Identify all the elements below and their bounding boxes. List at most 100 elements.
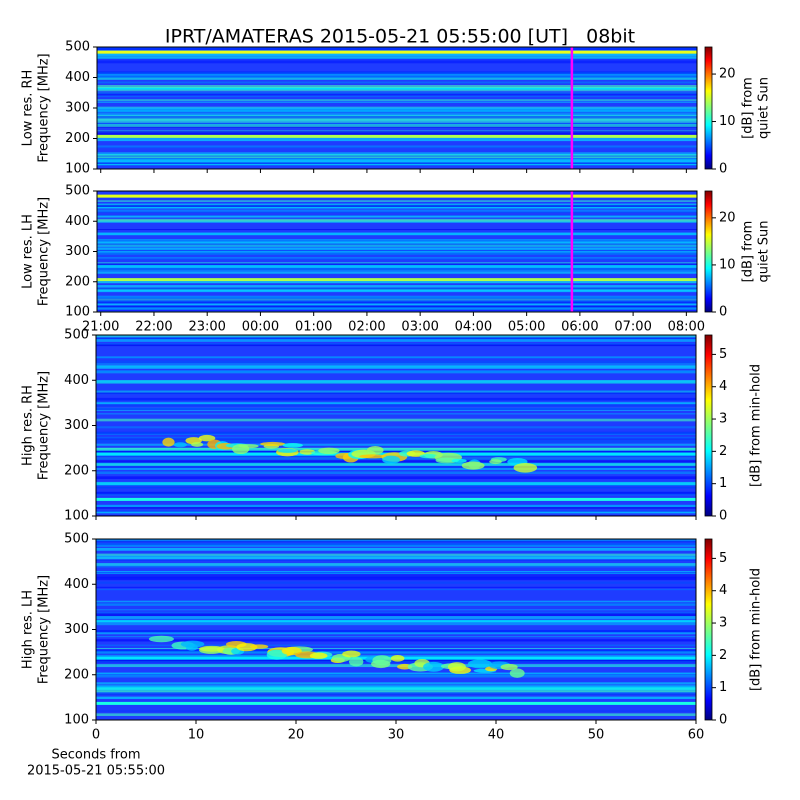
y-tick-label: 400: [64, 577, 89, 592]
spectrogram-blob: [191, 442, 204, 447]
spectrogram-band: [96, 647, 696, 650]
colorbar: [704, 538, 713, 721]
spectrogram-band: [96, 611, 696, 615]
spectrogram-band: [96, 602, 696, 605]
spectrogram-band: [97, 221, 697, 223]
spectrogram-band: [96, 556, 696, 560]
spectrogram-band: [97, 81, 697, 84]
spectrogram-band: [96, 497, 696, 501]
spectrogram-band: [96, 511, 696, 514]
spectrogram-band: [96, 370, 696, 373]
spectrogram-blob: [489, 459, 502, 465]
spectrogram-band: [97, 117, 697, 121]
x-tick-label: 23:00: [188, 320, 225, 335]
spectrogram-band: [97, 205, 697, 207]
spectrogram-blob: [282, 442, 303, 448]
colorbar-tick-label: 4: [719, 379, 727, 394]
y-tick-label: 200: [64, 667, 89, 682]
x-tick-label: 00:00: [242, 320, 279, 335]
y-tick-label: 300: [65, 244, 90, 259]
y-axis-label: Frequency [MHz]: [37, 575, 52, 684]
spectrogram-band: [97, 50, 697, 54]
spectrogram-band: [96, 335, 696, 338]
spectrogram-band: [97, 307, 697, 310]
colorbar-label: [dB] from min-hold: [749, 568, 764, 691]
spectrogram-blob: [372, 655, 392, 666]
spectrogram-band: [97, 271, 697, 274]
spectrogram-band: [97, 265, 697, 269]
y-tick-label: 400: [65, 70, 90, 85]
spectrogram-band: [97, 122, 697, 126]
spectrogram-band: [96, 483, 696, 487]
spectrogram-band: [96, 622, 696, 626]
y-tick-label: 200: [65, 274, 90, 289]
spectrogram-band: [97, 130, 697, 134]
spectrogram-band: [96, 438, 696, 440]
colorbar-tick-label: 0: [719, 713, 727, 728]
spectrogram-band: [96, 363, 696, 365]
x-tick-label: 40: [488, 728, 505, 743]
spectrogram-band: [97, 200, 697, 202]
spectrogram-band: [97, 203, 697, 207]
spectrogram-band: [97, 75, 697, 79]
colorbar-tick-label: 2: [719, 444, 727, 459]
spectrogram-band: [96, 339, 696, 342]
spectrogram-band: [96, 690, 696, 693]
spectrogram-band: [97, 106, 697, 108]
spectrogram-band: [97, 56, 697, 59]
spectrogram-band: [96, 364, 696, 368]
spectrogram-band: [97, 258, 697, 260]
spectrogram-band: [96, 673, 696, 676]
spectrogram-band: [97, 296, 697, 300]
x-tick-label: 02:00: [348, 320, 385, 335]
spectrogram-band: [96, 609, 696, 611]
spectrogram-band: [97, 60, 697, 64]
spectrogram-band: [97, 211, 697, 213]
spectrogram-band: [96, 462, 696, 466]
colorbar-label: quiet Sun: [757, 77, 772, 139]
spectrogram-band: [96, 693, 696, 695]
spectrogram-band: [96, 404, 696, 407]
spectrogram-band: [97, 139, 697, 142]
y-tick-label: 300: [64, 418, 89, 433]
spectrogram-blob: [277, 448, 298, 453]
spectrogram-blob: [451, 458, 467, 463]
spectrogram-band: [97, 229, 697, 231]
spectrogram-blob: [359, 454, 387, 459]
spectrogram-band: [96, 390, 696, 393]
spectrogram-band: [96, 507, 696, 509]
spectrogram-blob: [266, 649, 287, 660]
spectrogram-band: [97, 134, 697, 138]
y-tick-label: 300: [64, 622, 89, 637]
spectrogram-band: [96, 687, 696, 691]
spectrogram-blob: [382, 455, 401, 464]
spectrogram-band: [96, 451, 696, 454]
y-axis-label: High res. RH: [21, 385, 36, 466]
y-tick-label: 400: [64, 373, 89, 388]
colorbar-tick-label: 5: [719, 551, 727, 566]
colorbar: [704, 190, 713, 313]
y-axis-label: High res. LH: [21, 590, 36, 669]
spectrogram-blob: [366, 445, 384, 455]
x-tick-label: 10: [188, 728, 205, 743]
spectrogram-band: [97, 152, 697, 155]
spectrogram-band: [97, 162, 697, 165]
spectrogram-band: [97, 206, 697, 209]
spectrogram-band: [96, 636, 696, 638]
colorbar-tick-label: 5: [719, 347, 727, 362]
spectrogram-band: [96, 664, 696, 668]
spectrogram-band: [96, 675, 696, 678]
x-axis-label: Seconds from: [51, 748, 140, 763]
spectrogram-band: [97, 278, 697, 282]
spectrogram-band: [97, 137, 697, 140]
spectrogram-band: [97, 88, 697, 92]
spectrogram-blob: [509, 668, 525, 678]
spectrogram-band: [96, 401, 696, 404]
x-tick-label: 60: [688, 728, 705, 743]
spectrogram-band: [97, 113, 697, 116]
spectrogram-band: [96, 644, 696, 647]
x-tick-label: 05:00: [508, 320, 545, 335]
spectrogram-band: [96, 491, 696, 495]
spectrogram-band: [96, 651, 696, 653]
colorbar: [704, 334, 713, 517]
